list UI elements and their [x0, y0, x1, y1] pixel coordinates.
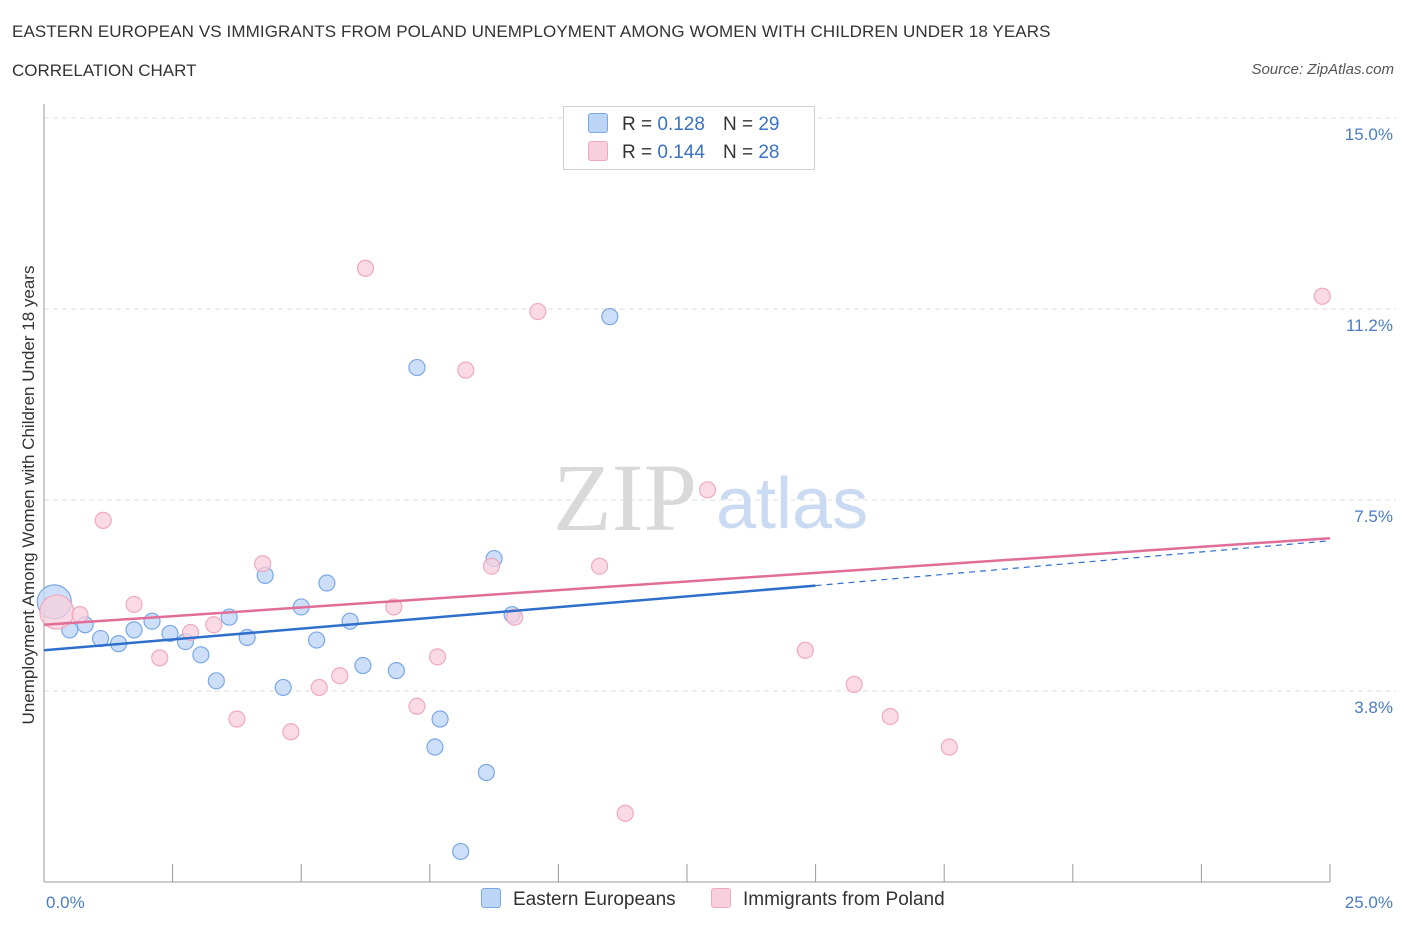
series-swatch-blue [481, 888, 501, 908]
eastern-european-point [341, 612, 359, 630]
immigrants-from-poland-point [228, 710, 246, 728]
immigrants-from-poland-point [428, 648, 447, 666]
eastern-european-point [426, 738, 444, 756]
series-name: Immigrants from Poland [743, 889, 945, 910]
immigrants-from-poland-point [616, 804, 634, 822]
immigrants-from-poland-point [845, 675, 863, 693]
legend-n-label: N = [722, 142, 754, 163]
immigrants-from-poland-point [590, 557, 609, 575]
data-points [36, 259, 1331, 861]
y-tick-label: 11.2% [1346, 316, 1393, 335]
immigrants-from-poland-point [385, 598, 403, 616]
immigrants-from-poland-point [506, 608, 524, 626]
eastern-european-point [477, 763, 495, 782]
legend-r-label: R = [622, 114, 653, 135]
immigrants-from-poland-point [881, 707, 899, 726]
immigrants-from-poland-point [482, 557, 501, 575]
series-name: Eastern Europeans [513, 889, 676, 910]
series-swatch-pink [711, 888, 731, 908]
eastern-european-point [143, 612, 161, 630]
immigrants-from-poland-point [408, 697, 426, 715]
legend-swatch-pink [588, 141, 608, 161]
immigrants-from-poland-point [698, 481, 717, 499]
eastern-european-point [408, 358, 426, 377]
immigrants-from-poland-point [205, 616, 223, 634]
eastern-european-point [207, 672, 225, 690]
eastern-european-point [161, 624, 179, 643]
legend-row-immigrants-from-poland: R = 0.144 N = 28 [588, 141, 779, 165]
y-axis-label: Unemployment Among Women with Children U… [19, 266, 38, 725]
immigrants-from-poland-point [796, 641, 814, 659]
immigrants-from-poland-point [356, 259, 375, 277]
immigrants-from-poland-point [940, 738, 958, 756]
x-tick-label: 0.0% [46, 893, 85, 912]
eastern-european-point [318, 574, 336, 592]
watermark: ZIP atlas [553, 444, 868, 551]
immigrants-from-poland-point [529, 302, 547, 321]
immigrants-from-poland-point [125, 595, 143, 614]
legend-n-label: N = [722, 114, 754, 135]
legend-n-value: 29 [758, 114, 780, 135]
chart-subtitle: CORRELATION CHART [12, 61, 197, 80]
series-legend: Eastern Europeans Immigrants from Poland [0, 888, 1406, 916]
eastern-european-trend-extension [815, 540, 1331, 587]
legend-swatch-blue [588, 113, 608, 133]
eastern-european-point [308, 631, 326, 649]
eastern-european-point [125, 621, 143, 639]
legend-r-value: 0.128 [657, 114, 705, 135]
chart-title: EASTERN EUROPEAN VS IMMIGRANTS FROM POLA… [12, 22, 1051, 41]
immigrants-from-poland-point [71, 605, 89, 624]
gridlines [44, 117, 1396, 692]
y-tick-labels: 15.0% 11.2% 7.5% 3.8% [1345, 125, 1393, 717]
legend-r-value: 0.144 [657, 142, 705, 163]
legend-row-eastern-europeans: R = 0.128 N = 29 [588, 113, 779, 137]
immigrants-from-poland-point [254, 555, 272, 573]
eastern-european-trend-line [43, 584, 816, 652]
x-tick-labels: 0.0% 25.0% [46, 893, 1393, 912]
y-tick-label: 7.5% [1354, 507, 1393, 526]
eastern-european-point [601, 308, 619, 326]
immigrants-from-poland-trend-line [43, 536, 1331, 627]
eastern-european-point [354, 656, 372, 675]
watermark-atlas: atlas [716, 464, 868, 544]
trend-lines [43, 536, 1331, 652]
eastern-european-point [192, 646, 210, 664]
watermark-zip: ZIP [553, 444, 697, 551]
y-tick-label: 15.0% [1345, 125, 1393, 144]
immigrants-from-poland-point [457, 361, 475, 379]
source-credit: Source: ZipAtlas.com [1251, 61, 1394, 78]
immigrants-from-poland-point [1313, 287, 1331, 305]
immigrants-from-poland-point [331, 667, 349, 685]
eastern-european-point [431, 710, 449, 728]
series-legend-immigrants-from-poland: Immigrants from Poland [711, 888, 945, 911]
immigrants-from-poland-point [282, 723, 300, 741]
legend-n-value: 28 [758, 142, 780, 163]
x-tick-label: 25.0% [1345, 893, 1393, 912]
eastern-european-point [452, 842, 470, 861]
eastern-european-point [274, 678, 292, 697]
legend-r-label: R = [622, 142, 653, 163]
correlation-legend: R = 0.128 N = 29 R = 0.144 N = 28 [563, 106, 815, 170]
axes [43, 104, 1331, 883]
immigrants-from-poland-point [94, 511, 112, 529]
immigrants-from-poland-point [151, 649, 169, 667]
series-legend-eastern-europeans: Eastern Europeans [481, 888, 676, 911]
immigrants-from-poland-point [310, 678, 328, 697]
eastern-european-point [387, 662, 405, 680]
y-tick-label: 3.8% [1354, 698, 1393, 717]
